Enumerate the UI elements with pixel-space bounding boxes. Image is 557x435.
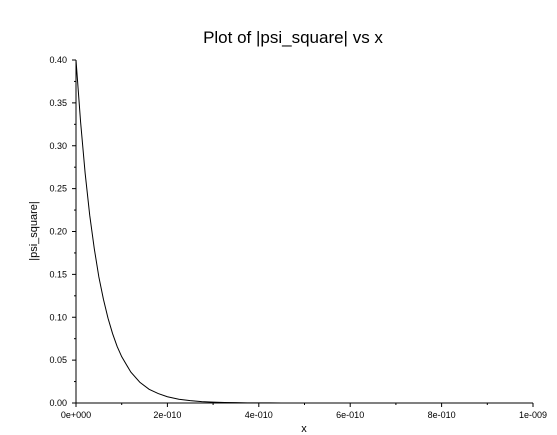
y-tick-label: 0.10 [49, 312, 67, 322]
y-axis-label: |psi_square| [28, 201, 40, 261]
x-axis-label: x [301, 423, 307, 435]
series-line [75, 59, 294, 404]
y-tick-label: 0.30 [49, 141, 67, 151]
x-tick-label: 6e-010 [336, 410, 364, 420]
y-tick-label: 0.05 [49, 355, 67, 365]
plot-area [75, 59, 294, 404]
x-tick-label: 2e-010 [153, 410, 181, 420]
y-tick-label: 0.35 [49, 98, 67, 108]
y-tick-label: 0.15 [49, 269, 67, 279]
y-tick-label: 0.00 [49, 398, 67, 408]
y-tick-label: 0.40 [49, 55, 67, 65]
y-tick-label: 0.25 [49, 184, 67, 194]
x-tick-label: 8e-010 [428, 410, 456, 420]
y-tick-label: 0.20 [49, 227, 67, 237]
x-tick-label: 4e-010 [245, 410, 273, 420]
x-tick-label: 0e+000 [61, 410, 91, 420]
chart-title: Plot of |psi_square| vs x [203, 28, 383, 47]
axes: 0.00 0.05 0.10 0.15 0.20 0.25 0.30 0.35 0.40 0e+0… [49, 55, 547, 420]
x-tick-label: 1e-009 [519, 410, 547, 420]
